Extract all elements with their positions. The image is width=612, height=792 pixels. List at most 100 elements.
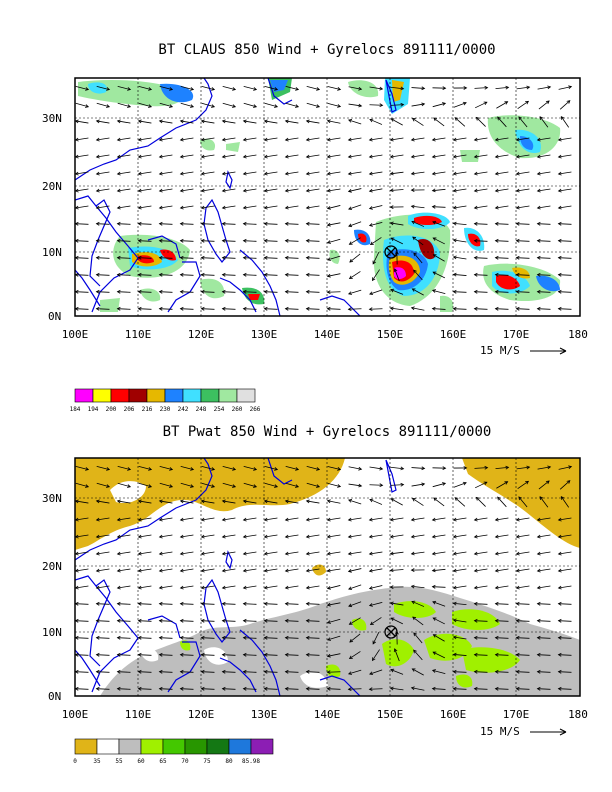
wind-arrow: [411, 103, 425, 107]
wind-arrow: [474, 257, 488, 259]
wind-arrow: [516, 466, 530, 470]
wind-arrow: [75, 205, 89, 209]
wind-arrow-head: [557, 686, 562, 691]
wind-arrow: [537, 620, 551, 622]
wind-arrow-head: [242, 221, 247, 226]
wind-arrow-head: [525, 100, 530, 105]
wind-arrow-head: [536, 188, 541, 193]
wind-arrow-head: [410, 568, 415, 572]
wind-arrow: [474, 688, 488, 690]
wind-arrow-head: [557, 255, 562, 260]
wind-arrow: [495, 637, 509, 639]
wind-arrow-head: [221, 618, 226, 623]
wind-arrow-head: [137, 635, 142, 640]
wind-arrow-head: [179, 669, 184, 674]
wind-arrow: [264, 188, 278, 192]
wind-arrow: [558, 257, 572, 259]
wind-arrow: [349, 271, 361, 279]
wind-arrow: [159, 517, 173, 521]
wind-arrow-head: [211, 467, 216, 471]
wind-arrow: [558, 603, 572, 605]
wind-arrow-head: [536, 652, 541, 657]
wind-arrow-head: [494, 534, 499, 539]
wind-arrow: [264, 482, 278, 488]
wind-arrow-head: [536, 534, 541, 539]
wind-arrow: [201, 86, 215, 90]
wind-arrow-head: [560, 115, 565, 120]
wind-arrow: [180, 205, 194, 209]
wind-arrow-head: [200, 221, 205, 226]
wind-arrow: [453, 551, 467, 555]
wind-arrow: [285, 671, 299, 673]
wind-arrow: [222, 620, 236, 622]
wind-arrow-head: [242, 585, 247, 590]
wind-arrow: [453, 308, 467, 310]
wind-arrow: [285, 308, 299, 310]
wind-arrow-head: [221, 188, 226, 193]
wind-arrow-head: [494, 568, 499, 573]
wind-arrow-head: [232, 87, 237, 91]
wind-arrow-head: [413, 649, 417, 654]
wind-arrow: [201, 620, 215, 622]
wind-arrow-head: [400, 86, 405, 91]
wind-arrow-head: [494, 272, 499, 277]
wind-arrow: [432, 688, 446, 690]
wind-arrow: [369, 104, 383, 106]
wind-arrow-head: [412, 616, 417, 621]
wind-arrow-head: [137, 289, 142, 294]
wind-arrow-head: [95, 551, 100, 556]
legend-swatch: [162, 738, 186, 755]
wind-arrow: [516, 308, 530, 310]
wind-arrow-head: [95, 618, 100, 623]
wind-arrow: [349, 617, 361, 625]
wind-arrow: [96, 637, 110, 639]
wind-arrow-head: [116, 119, 121, 124]
wind-arrow: [369, 188, 383, 192]
wind-arrow-head: [305, 205, 310, 210]
wind-arrow: [243, 551, 257, 555]
wind-arrow-head: [200, 669, 205, 674]
wind-arrow: [180, 654, 194, 656]
wind-arrow: [516, 637, 530, 639]
wind-arrow: [453, 102, 467, 108]
wind-arrow-head: [242, 255, 247, 260]
wind-arrow: [411, 467, 425, 469]
wind-arrow: [75, 637, 89, 639]
wind-arrow: [96, 603, 110, 605]
wind-arrow: [264, 620, 278, 622]
wind-arrow-head: [442, 466, 447, 470]
wind-arrow: [96, 223, 110, 225]
wind-arrow: [243, 205, 257, 209]
wind-arrow-head: [95, 221, 100, 226]
wind-arrow-head: [515, 635, 520, 640]
wind-arrow: [180, 137, 194, 141]
wind-arrow-head: [536, 585, 541, 590]
wind-arrow-head: [137, 154, 142, 159]
wind-arrow: [327, 137, 341, 141]
wind-arrow: [96, 482, 110, 488]
wind-arrow: [370, 617, 382, 625]
wind-arrow: [243, 223, 257, 225]
wind-arrow-head: [494, 205, 499, 210]
wind-arrow: [117, 534, 131, 538]
legend-label: 184: [70, 406, 81, 413]
wind-arrow: [369, 119, 383, 125]
wind-arrow-head: [95, 635, 100, 640]
wind-arrow-head: [515, 568, 520, 573]
wind-arrow-head: [515, 551, 520, 556]
wind-arrow: [96, 171, 110, 175]
wind-arrow: [96, 620, 110, 622]
wind-arrow-head: [389, 154, 394, 159]
wind-arrow: [369, 602, 383, 606]
wind-arrow-head: [410, 137, 415, 142]
wind-arrow: [474, 551, 488, 555]
wind-arrow-head: [242, 669, 247, 674]
wind-arrow: [474, 481, 488, 489]
wind-arrow: [327, 238, 341, 244]
lon-label: 150E: [377, 328, 404, 341]
wind-arrow-head: [284, 137, 289, 142]
wind-arrow: [180, 551, 194, 555]
wind-arrow-head: [158, 171, 163, 176]
wind-arrow: [243, 291, 257, 293]
wind-arrow: [495, 568, 509, 572]
